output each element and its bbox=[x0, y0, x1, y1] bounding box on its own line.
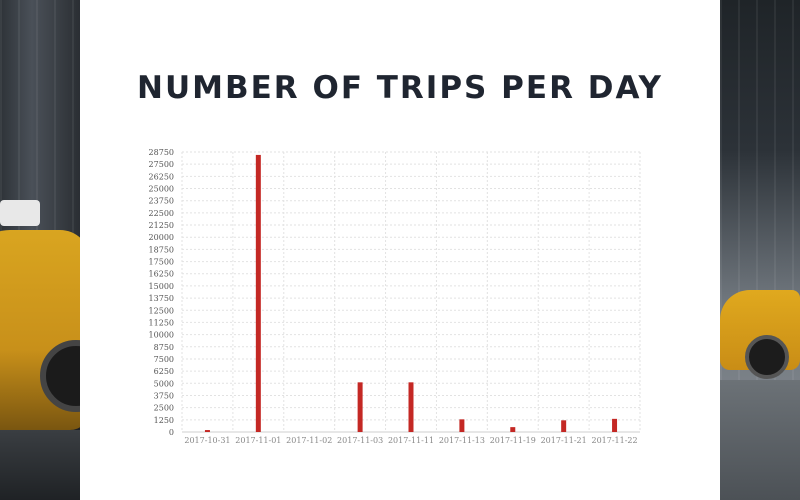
y-tick-label: 25000 bbox=[149, 185, 174, 194]
bar-2017-11-21 bbox=[561, 420, 567, 432]
street-right bbox=[720, 380, 800, 500]
y-tick-label: 3750 bbox=[154, 391, 174, 400]
y-tick-label: 13750 bbox=[149, 294, 174, 303]
x-axis-ticks: 2017-10-31 2017-11-01 2017-11-02 2017-11-03… bbox=[184, 436, 637, 445]
trips-bar-chart: 0 1250 2500 3750 5000 6250 7500 8750 10000 11250 1… bbox=[149, 148, 641, 445]
x-tick-label: 2017-11-21 bbox=[541, 436, 587, 445]
y-tick-label: 0 bbox=[169, 428, 174, 437]
x-tick-label: 2017-11-19 bbox=[490, 436, 536, 445]
taxi-wheel-right bbox=[745, 335, 789, 379]
bar-2017-11-01 bbox=[255, 154, 261, 432]
bar-2017-10-31 bbox=[204, 430, 210, 432]
y-tick-label: 15000 bbox=[149, 282, 174, 291]
street-left bbox=[0, 430, 80, 500]
page-title: NUMBER OF TRIPS PER DAY bbox=[137, 70, 663, 106]
bar-2017-11-03 bbox=[357, 382, 363, 432]
x-tick-label: 2017-11-02 bbox=[286, 436, 332, 445]
x-tick-label: 2017-10-31 bbox=[184, 436, 230, 445]
y-tick-label: 23750 bbox=[149, 197, 174, 206]
y-tick-label: 20000 bbox=[149, 233, 174, 242]
taxi-roof-sign bbox=[0, 200, 40, 226]
y-tick-label: 28750 bbox=[149, 148, 174, 157]
y-axis-ticks: 0 1250 2500 3750 5000 6250 7500 8750 10000 11250 1… bbox=[149, 148, 174, 437]
y-tick-label: 16250 bbox=[149, 270, 174, 279]
y-tick-label: 22500 bbox=[149, 209, 174, 218]
bar-2017-11-19 bbox=[510, 427, 516, 432]
y-tick-label: 11250 bbox=[149, 318, 174, 327]
y-tick-label: 1250 bbox=[154, 416, 174, 425]
y-tick-label: 26250 bbox=[149, 172, 174, 181]
y-tick-label: 18750 bbox=[149, 245, 174, 254]
x-tick-label: 2017-11-13 bbox=[439, 436, 485, 445]
y-tick-label: 2500 bbox=[154, 404, 174, 413]
y-tick-label: 6250 bbox=[154, 367, 174, 376]
x-tick-label: 2017-11-22 bbox=[591, 436, 637, 445]
bar-2017-11-22 bbox=[612, 418, 618, 432]
chart-panel: NUMBER OF TRIPS PER DAY 0 1250 2500 3750 500… bbox=[80, 0, 720, 500]
x-tick-label: 2017-11-03 bbox=[337, 436, 383, 445]
y-tick-label: 8750 bbox=[154, 343, 174, 352]
bar-2017-11-11 bbox=[408, 382, 414, 432]
y-tick-label: 5000 bbox=[154, 379, 174, 388]
y-tick-label: 21250 bbox=[149, 221, 174, 230]
x-tick-label: 2017-11-11 bbox=[388, 436, 434, 445]
y-tick-label: 17500 bbox=[149, 258, 174, 267]
chart-bars bbox=[204, 154, 618, 432]
y-tick-label: 10000 bbox=[149, 331, 174, 340]
bar-2017-11-13 bbox=[459, 419, 465, 432]
y-tick-label: 12500 bbox=[149, 306, 174, 315]
x-tick-label: 2017-11-01 bbox=[235, 436, 281, 445]
y-tick-label: 27500 bbox=[149, 160, 174, 169]
y-tick-label: 7500 bbox=[154, 355, 174, 364]
